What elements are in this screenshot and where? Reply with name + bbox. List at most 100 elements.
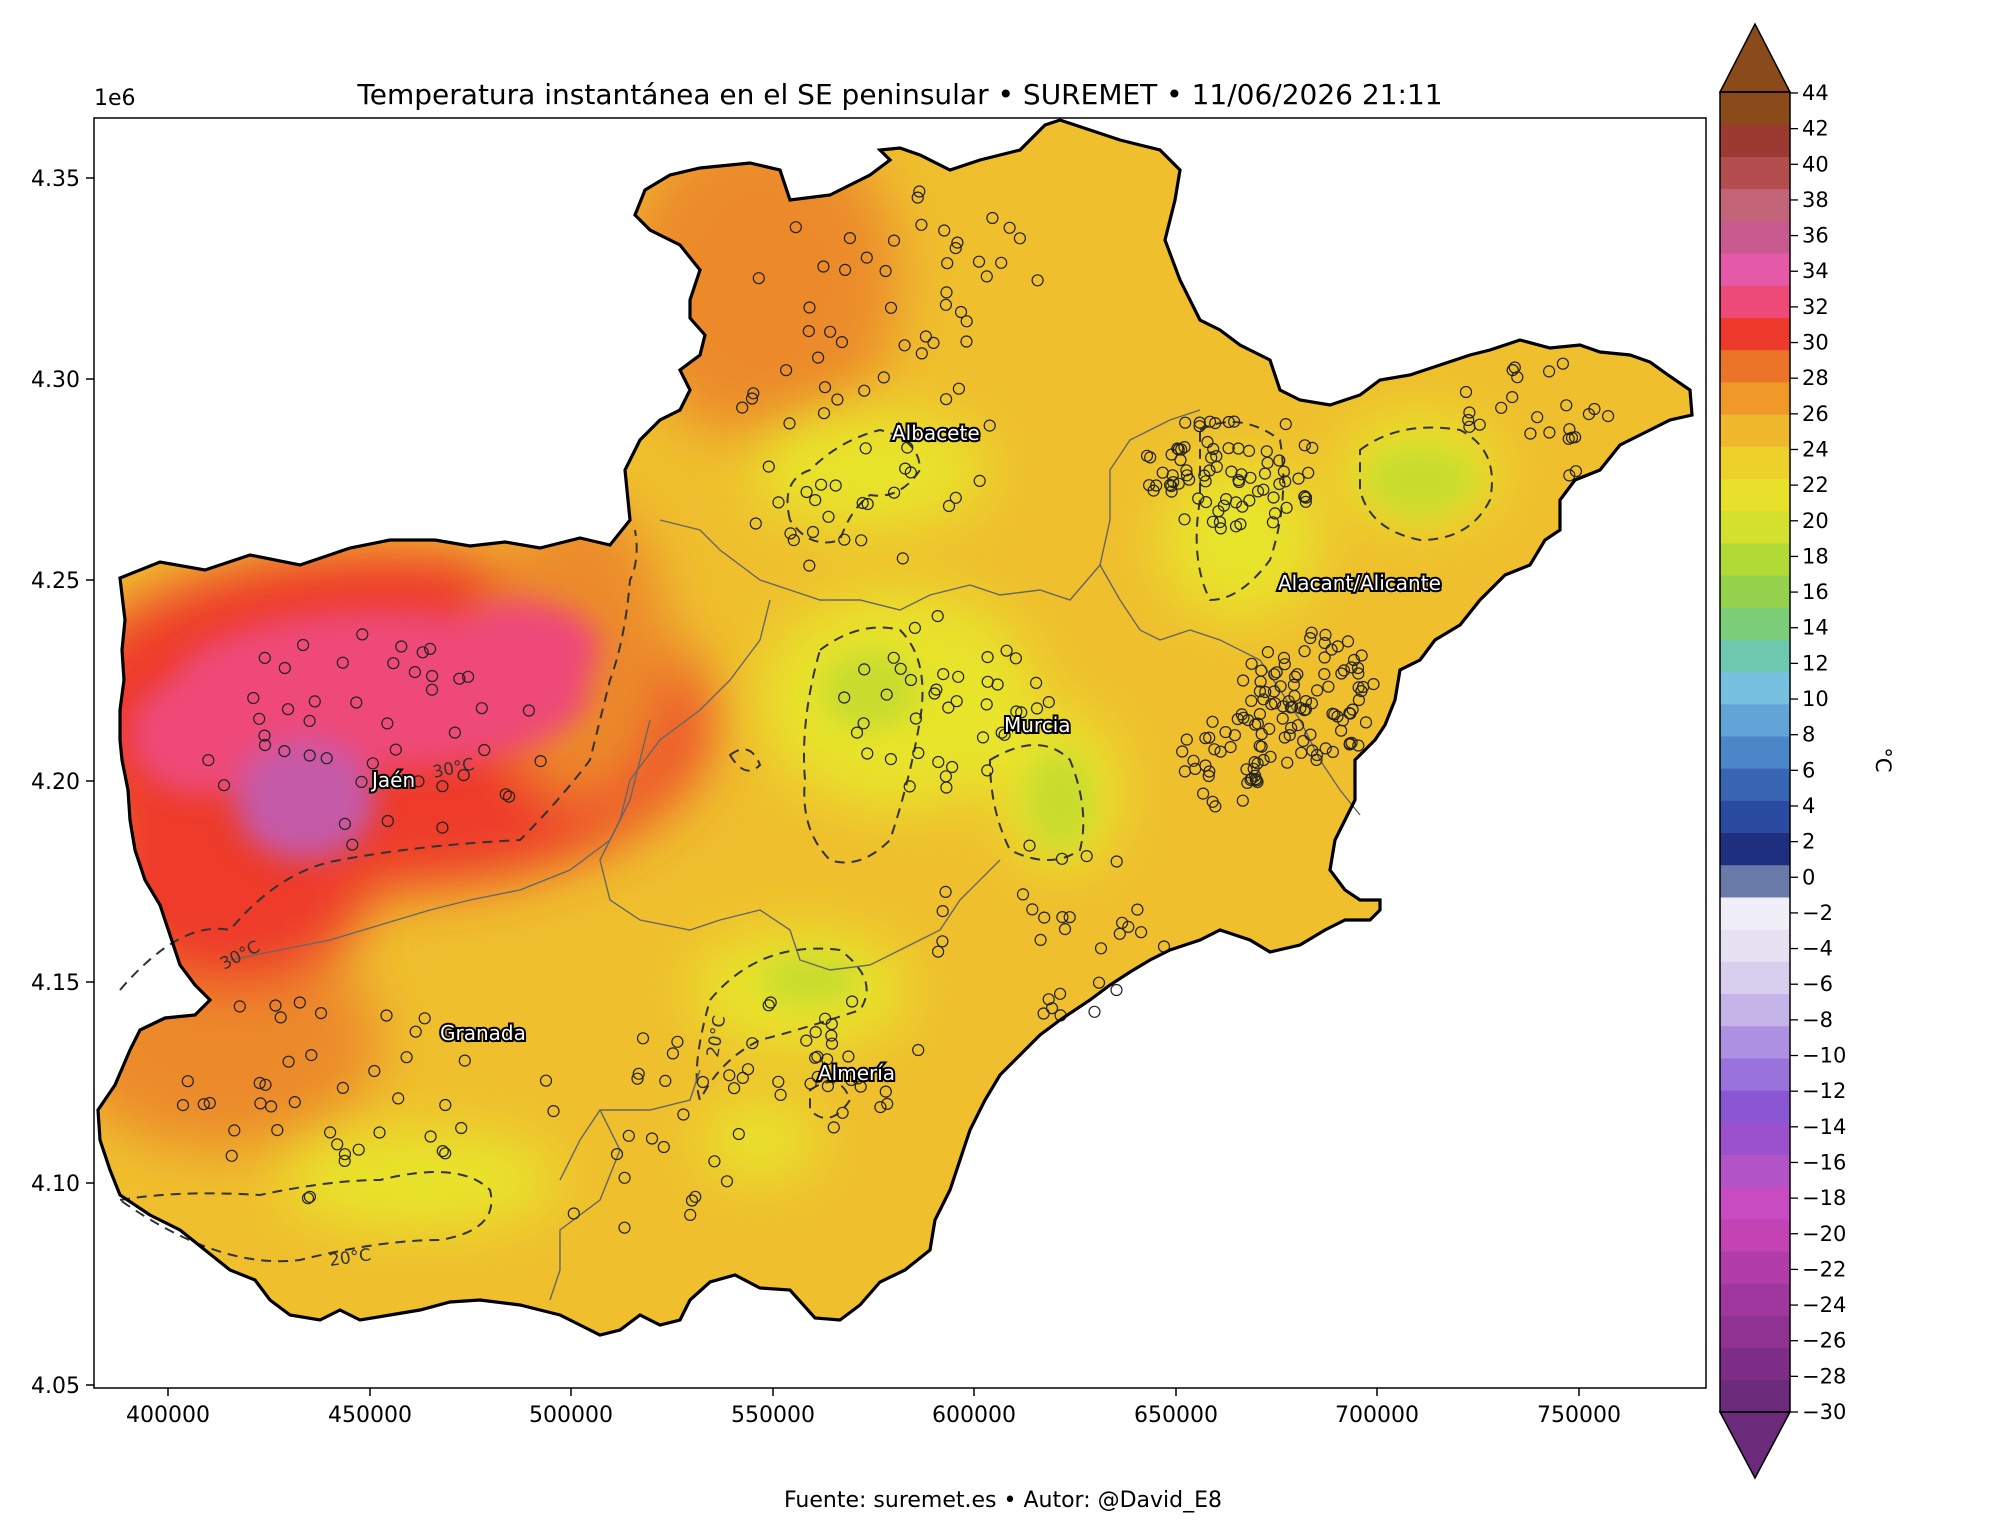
colorbar-segment xyxy=(1720,317,1790,351)
station-marker xyxy=(269,999,282,1012)
station-marker xyxy=(960,315,973,328)
station-marker xyxy=(448,726,461,739)
station-marker xyxy=(1203,464,1216,477)
station-marker xyxy=(346,838,359,851)
station-marker xyxy=(1506,391,1519,404)
station-marker xyxy=(727,1082,741,1095)
station-marker xyxy=(1343,706,1356,720)
station-marker xyxy=(254,1097,267,1110)
station-marker xyxy=(1058,922,1072,936)
station-marker xyxy=(539,1074,553,1087)
station-marker xyxy=(1192,492,1205,505)
station-marker xyxy=(259,1078,272,1091)
station-marker xyxy=(1245,694,1258,708)
station-marker xyxy=(836,1106,849,1119)
colorbar-tick-label: −16 xyxy=(1802,1150,1846,1174)
station-marker xyxy=(1560,399,1573,412)
colorbar-segment xyxy=(1720,1315,1790,1349)
station-marker xyxy=(1318,636,1331,650)
station-marker xyxy=(903,780,916,793)
colorbar-segment xyxy=(1720,1122,1790,1156)
station-marker xyxy=(1249,773,1262,786)
station-marker xyxy=(1318,651,1331,664)
station-marker xyxy=(1251,485,1265,498)
station-marker xyxy=(392,1092,405,1105)
colorbar-segment xyxy=(1720,961,1790,995)
station-marker xyxy=(1222,415,1235,429)
station-marker xyxy=(1284,701,1297,714)
station-marker xyxy=(821,1079,835,1093)
station-marker xyxy=(877,371,890,384)
colorbar-max-extension xyxy=(1718,22,1792,93)
station-marker xyxy=(787,533,800,547)
x-tick-label: 750000 xyxy=(1537,1403,1621,1428)
station-marker xyxy=(949,242,962,255)
station-marker xyxy=(1199,496,1213,509)
station-marker xyxy=(350,696,363,709)
station-marker xyxy=(772,1075,785,1088)
station-marker xyxy=(1543,426,1556,439)
station-marker xyxy=(453,672,466,685)
station-marker xyxy=(282,1055,295,1068)
station-marker xyxy=(1236,794,1249,807)
x-tick-label: 700000 xyxy=(1335,1403,1419,1428)
colorbar-tick-label: 8 xyxy=(1802,723,1815,747)
station-marker xyxy=(898,339,911,352)
station-marker xyxy=(1176,745,1189,758)
colorbar-tick-label: −14 xyxy=(1802,1115,1846,1139)
station-marker xyxy=(356,628,369,641)
station-marker xyxy=(1180,469,1194,482)
colorbar-segment xyxy=(1720,574,1790,608)
station-marker xyxy=(1542,365,1556,378)
station-marker xyxy=(1568,431,1582,444)
station-marker xyxy=(991,678,1004,691)
station-marker xyxy=(1240,763,1253,776)
station-marker xyxy=(1203,731,1216,744)
station-marker xyxy=(960,335,973,348)
station-marker xyxy=(1337,664,1351,677)
station-marker xyxy=(939,298,953,311)
station-marker xyxy=(1232,442,1245,455)
y-axis-scale-note: 1e6 xyxy=(94,86,136,111)
colorbar-tick-label: 24 xyxy=(1802,437,1829,461)
station-marker xyxy=(774,1088,787,1102)
station-marker xyxy=(1003,221,1016,234)
station-marker xyxy=(1134,926,1148,939)
station-marker xyxy=(1273,454,1286,467)
station-marker xyxy=(622,1129,635,1142)
station-marker xyxy=(932,755,945,769)
station-marker xyxy=(1248,718,1262,731)
boundary-albacete-murcia xyxy=(659,409,1201,611)
station-marker xyxy=(912,746,925,760)
y-tick-label: 4.35 xyxy=(31,167,80,192)
colorbar-tick-label: 42 xyxy=(1802,117,1829,141)
station-marker xyxy=(1150,479,1163,492)
station-marker xyxy=(1257,483,1270,496)
station-marker xyxy=(696,1075,710,1089)
y-tick-label: 4.30 xyxy=(31,368,80,393)
colorbar-segment xyxy=(1720,864,1790,898)
station-marker xyxy=(1245,657,1258,670)
station-marker xyxy=(1172,477,1185,490)
station-marker xyxy=(919,330,933,343)
station-marker xyxy=(1298,490,1311,503)
station-marker xyxy=(1459,385,1473,399)
station-marker xyxy=(818,1012,832,1025)
station-marker xyxy=(1261,645,1275,659)
station-marker xyxy=(1227,415,1241,428)
station-marker xyxy=(845,1073,858,1087)
station-marker xyxy=(233,1000,246,1013)
station-marker xyxy=(779,364,793,377)
station-marker xyxy=(827,1121,840,1134)
colorbar-tick-label: 28 xyxy=(1802,366,1829,390)
station-marker xyxy=(274,1011,287,1024)
station-marker xyxy=(838,263,852,276)
colorbar-tick-label: −18 xyxy=(1802,1186,1846,1210)
station-marker xyxy=(1092,976,1106,989)
station-marker xyxy=(1166,469,1179,482)
station-marker xyxy=(684,1208,697,1222)
x-tick-label: 450000 xyxy=(328,1403,412,1428)
station-marker xyxy=(253,1076,266,1090)
station-marker xyxy=(880,688,893,701)
source-credit: Fuente: suremet.es • Autor: @David_E8 xyxy=(783,1488,1223,1513)
